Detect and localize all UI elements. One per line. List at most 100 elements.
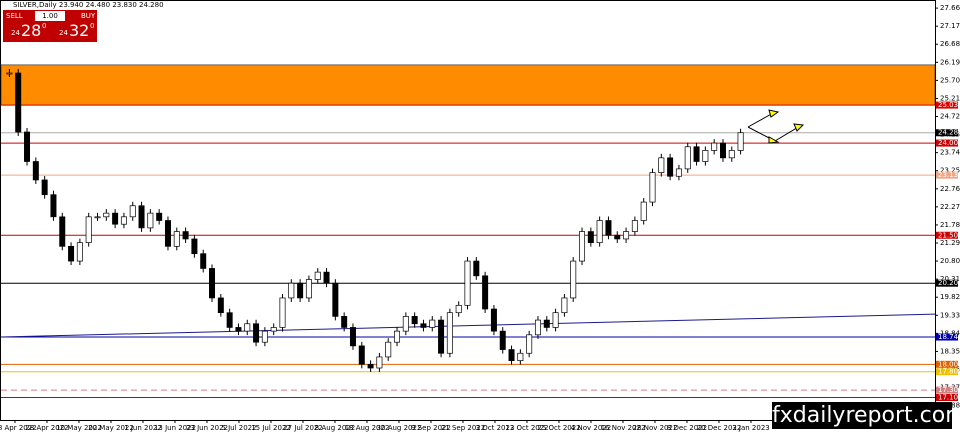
candle-body [209,268,216,299]
candle-body [182,231,189,240]
candle-body [658,157,665,173]
candle-body [103,212,110,218]
y-tick-label: 19.820 [940,293,960,301]
candle-body [129,205,136,218]
y-tick-label: 23.740 [940,149,960,157]
bid-sup: 0 [42,22,47,30]
lot-input[interactable]: 1.00 [35,11,65,21]
candle-body [517,352,524,361]
arrow-head [768,109,780,118]
x-tick-label: 18 Apr 2022 [0,424,37,432]
candle-body [235,327,242,332]
x-tick-label: 13 Oct 2022 [505,424,548,432]
level-tag [936,368,958,376]
level-tag [936,101,958,109]
level-label: 21.500 [938,231,960,239]
candle-body [341,316,348,328]
candle-body [464,260,471,306]
candle-body [631,220,638,232]
y-tick-label: 26.190 [940,58,960,66]
sell-button[interactable]: SELL [6,12,23,20]
y-tick-label: 25.700 [940,76,960,84]
candle-body [614,234,621,240]
candle-body [279,297,286,328]
y-tick-label: 22.270 [940,203,960,211]
candle-body [6,72,13,75]
bid-big: 28 [21,21,42,40]
x-tick-label: 1 Jun 2022 [124,424,162,432]
candle-body [50,194,57,218]
x-tick-label: 25 Oct 2022 [537,424,580,432]
y-tick-label: 27.170 [940,22,960,30]
candle-body [552,312,559,328]
candle-body [226,312,233,328]
candle-body [261,330,268,343]
x-tick-label: 23 Jun 2022 [186,424,228,432]
trade-panel: SELL 1.00 BUY 24 28 0 24 32 0 [3,10,97,42]
x-tick-label: 3 Jan 2023 [732,424,770,432]
candle-body [297,282,304,299]
y-tick-label: 25.210 [940,94,960,102]
buy-button[interactable]: BUY [81,12,96,20]
candle-body [702,150,709,162]
candle-body [147,212,154,229]
candle-body [24,131,31,162]
candle-body [737,132,744,151]
candle-body [200,253,207,269]
y-tick-label: 22.760 [940,185,960,193]
candle-body [270,327,277,332]
x-tick-label: 13 Jun 2022 [154,424,196,432]
candle-body [570,260,577,299]
candle-body [402,316,409,332]
ask-sup: 0 [90,22,95,30]
candle-body [32,161,39,181]
candle-body [499,330,506,350]
level-tag [936,333,958,341]
candle-body [455,304,462,314]
arrow-head [768,136,780,144]
ask-prefix: 24 [59,29,68,37]
level-tag [936,139,958,147]
candle-body [508,349,515,361]
x-tick-label: 4 Nov 2022 [571,424,611,432]
candle-body [332,282,339,317]
candle-body [314,271,321,280]
candle-body [623,231,630,240]
candle-body [41,179,48,196]
candle-body [526,334,533,354]
trendline [0,313,936,338]
level-label: 23.130 [938,171,960,179]
candle-body [288,282,295,299]
level-label: 17.800 [938,368,960,376]
x-tick-label: 30 Aug 2022 [377,424,422,432]
level-tag [936,386,958,394]
x-tick-label: 3 Oct 2022 [476,424,515,432]
header: SILVER,Daily 23.940 24.480 23.830 24.280 [13,1,164,9]
candle-body [728,150,735,159]
x-tick-label: 5 Jul 2022 [221,424,256,432]
candle-body [94,216,101,219]
candle-body [411,316,418,325]
candle-body [156,212,163,221]
bid-prefix: 24 [11,29,20,37]
plot-frame [0,0,936,421]
candle-body [349,327,356,347]
candle-body [244,323,251,332]
level-label: 20.200 [938,279,960,287]
candle-body [173,231,180,247]
candle-body [112,212,119,225]
candle-body [394,330,401,343]
candle-body [446,312,453,354]
level-tag [936,231,958,239]
y-tick-label: 18.350 [940,347,960,355]
candle-body [59,216,66,247]
candle-body [138,205,145,229]
x-tick-label: 28 Nov 2022 [633,424,678,432]
x-tick-label: 10 May 2022 [56,424,102,432]
y-tick-label: 20.310 [940,275,960,283]
candle-body [15,72,22,133]
arrow-head [793,123,805,132]
y-tick-label: 21.290 [940,239,960,247]
y-tick-label: 19.330 [940,311,960,319]
candle-body [605,220,612,236]
